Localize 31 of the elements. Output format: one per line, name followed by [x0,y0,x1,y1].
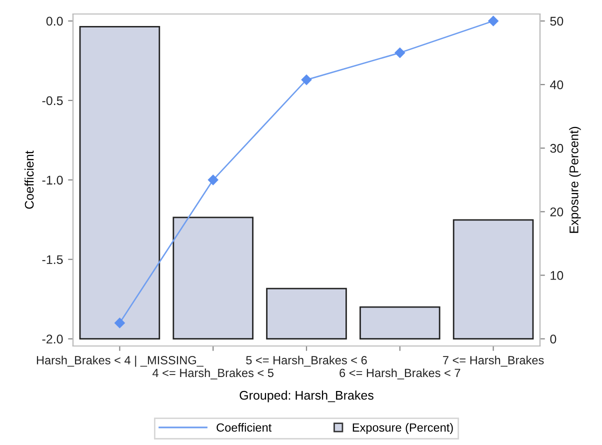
y-tick-label: -1.5 [42,255,63,264]
point [301,74,312,85]
point [394,48,406,58]
y-axis-title: Coefficient [24,150,34,209]
point [488,16,498,26]
y2-tick-label: 20 [550,207,564,216]
point [208,174,218,186]
x-tick-label: 7 <= Harsh_Brakes [443,356,544,367]
bar [360,306,440,340]
x-tick-label: 6 <= Harsh_Brakes < 7 [340,368,460,380]
y2-tick-label: 50 [550,16,564,26]
legend-label: Coefficient [216,423,272,432]
y2-tick-label: 30 [550,144,564,153]
y2-tick-label: 40 [550,80,564,90]
bar [266,288,347,340]
x-tick-label: 4 <= Harsh_Brakes < 5 [152,368,274,380]
x-tick-label: 5 <= Harsh_Brakes < 6 [246,356,367,367]
y-tick-label: -0.5 [42,96,63,106]
x-tick-label: Harsh_Brakes < 4 | _MISSING_ [36,356,204,367]
y-tick-label: -1.0 [42,176,63,185]
y-tick-label: -2.0 [42,334,63,344]
x-axis-title: Grouped: Harsh_Brakes [240,390,374,402]
y2-axis-title: Exposure (Percent) [569,126,581,233]
legend-label: Exposure (Percent) [352,423,453,434]
bar [452,219,534,340]
y2-tick-label: 10 [550,271,564,280]
bar [172,216,254,340]
bar [79,26,160,340]
y2-tick-label: 0 [550,334,556,344]
y-tick-label: 0.0 [46,16,63,26]
point [114,318,125,328]
